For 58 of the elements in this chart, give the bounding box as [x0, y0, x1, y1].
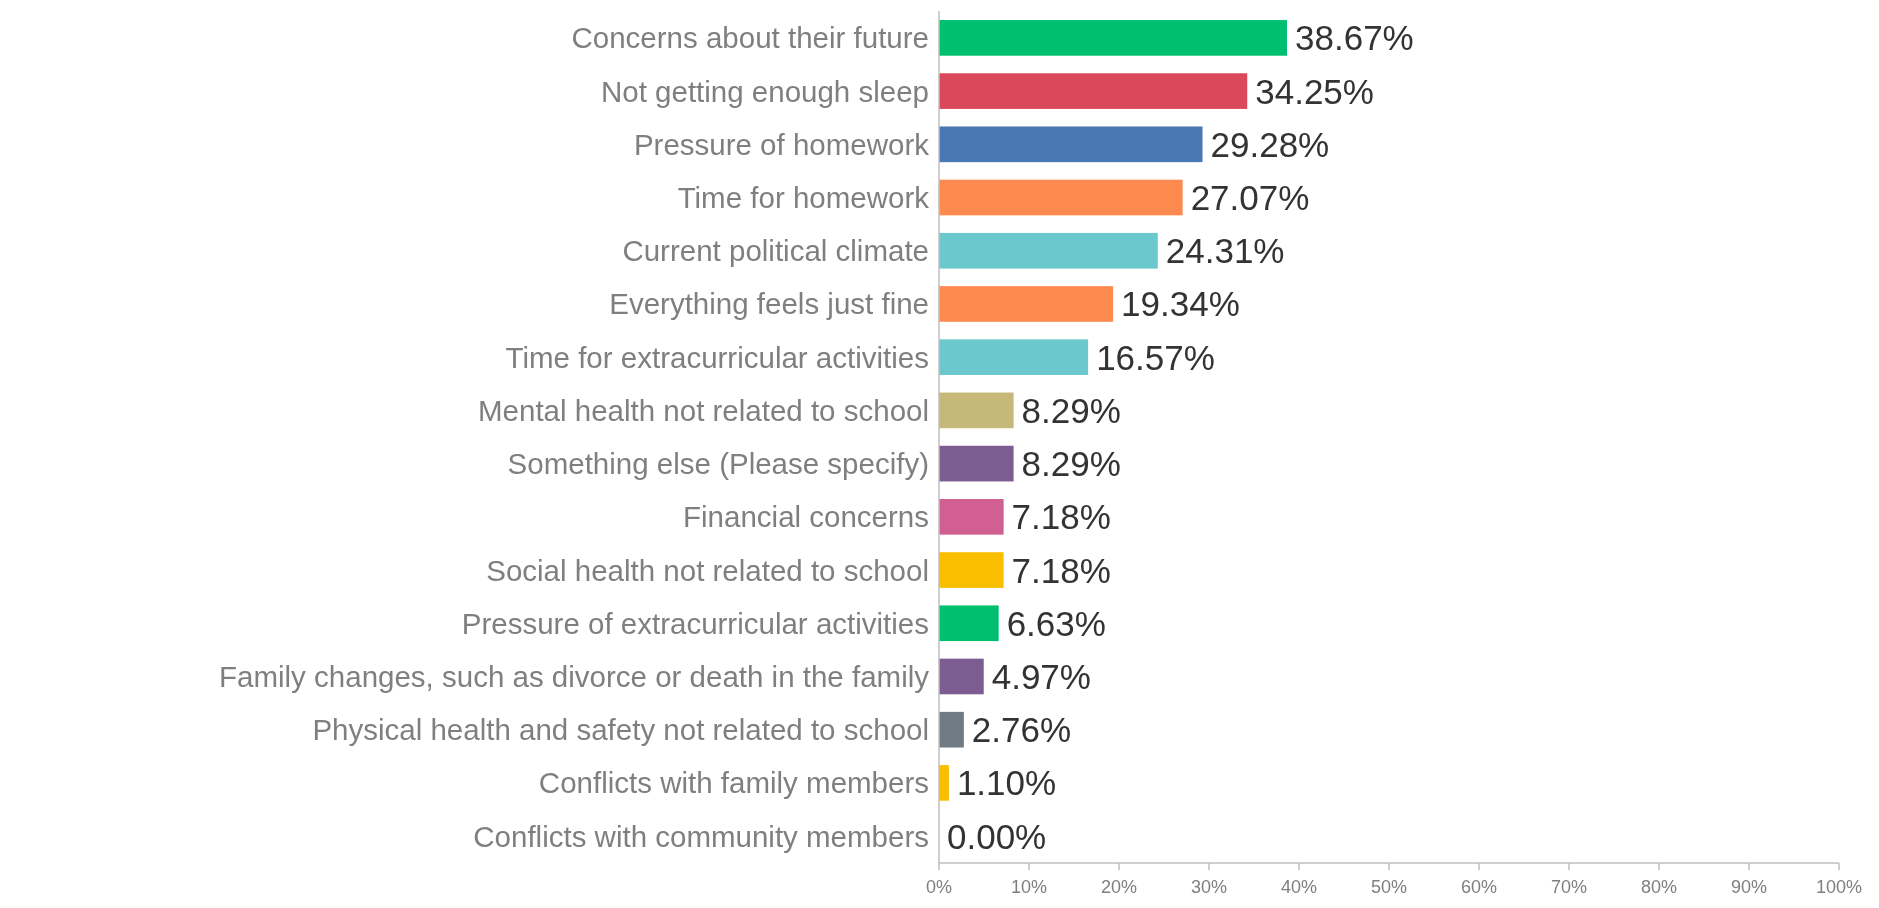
x-tick-label: 100% — [1815, 877, 1863, 897]
data-label: 4.97% — [991, 656, 1091, 696]
x-tick-label: 10% — [1010, 877, 1048, 897]
x-tick-label: 70% — [1550, 877, 1588, 897]
bar — [939, 179, 1183, 216]
bar — [939, 232, 1158, 269]
data-label: 27.07% — [1190, 178, 1310, 218]
y-tick-label: Conflicts with family members — [538, 766, 929, 800]
data-label: 29.28% — [1210, 124, 1330, 164]
data-label: 8.29% — [1021, 444, 1121, 484]
data-label: 1.10% — [956, 763, 1057, 803]
y-tick-label: Conflicts with community members — [473, 819, 929, 853]
bar — [939, 392, 1014, 429]
bar — [939, 73, 1248, 109]
bar — [939, 499, 1004, 535]
y-tick-label: Mental health not related to school — [478, 393, 929, 427]
x-tick-label: 40% — [1280, 877, 1318, 897]
y-tick-label: Pressure of extracurricular activities — [461, 606, 929, 640]
bar — [939, 20, 1288, 56]
data-label: 7.18% — [1011, 550, 1111, 590]
x-tick-label: 0% — [925, 877, 953, 897]
data-label: 7.18% — [1011, 497, 1111, 537]
y-tick-label: Family changes, such as divorce or death in the family — [219, 659, 930, 693]
y-tick-label: Something else (Please specify) — [507, 447, 929, 481]
x-tick-label: 50% — [1370, 877, 1408, 897]
y-tick-label: Current political climate — [622, 234, 929, 268]
bar — [939, 126, 1203, 163]
bar — [939, 711, 964, 748]
data-label: 2.76% — [971, 710, 1072, 750]
data-label: 34.25% — [1255, 71, 1374, 111]
y-tick-label: Physical health and safety not related to school — [312, 713, 929, 747]
y-tick-label: Everything feels just fine — [609, 287, 929, 321]
x-tick-label: 30% — [1190, 877, 1228, 897]
y-tick-label: Financial concerns — [683, 500, 929, 534]
bar — [939, 605, 999, 642]
x-tick-label: 20% — [1100, 877, 1138, 897]
data-label: 0.00% — [947, 816, 1047, 856]
bar — [939, 445, 1014, 482]
x-tick-label: 90% — [1730, 877, 1768, 897]
data-label: 24.31% — [1165, 231, 1285, 271]
bar — [939, 339, 1089, 375]
bar — [939, 658, 984, 695]
data-label: 6.63% — [1006, 603, 1106, 643]
data-label: 38.67% — [1295, 18, 1414, 58]
bar — [939, 552, 1004, 588]
x-tick-label: 80% — [1640, 877, 1678, 897]
x-tick-label: 60% — [1460, 877, 1498, 897]
bar — [939, 765, 949, 801]
data-label: 8.29% — [1021, 390, 1121, 430]
y-tick-label: Time for homework — [677, 181, 930, 215]
y-tick-label: Not getting enough sleep — [600, 74, 929, 108]
bar — [939, 286, 1114, 322]
data-label: 19.34% — [1121, 284, 1240, 324]
y-tick-label: Social health not related to school — [486, 553, 929, 587]
y-tick-label: Concerns about their future — [571, 21, 929, 55]
data-label: 16.57% — [1096, 337, 1215, 377]
y-tick-label: Pressure of homework — [633, 127, 930, 161]
y-tick-label: Time for extracurricular activities — [505, 340, 929, 374]
